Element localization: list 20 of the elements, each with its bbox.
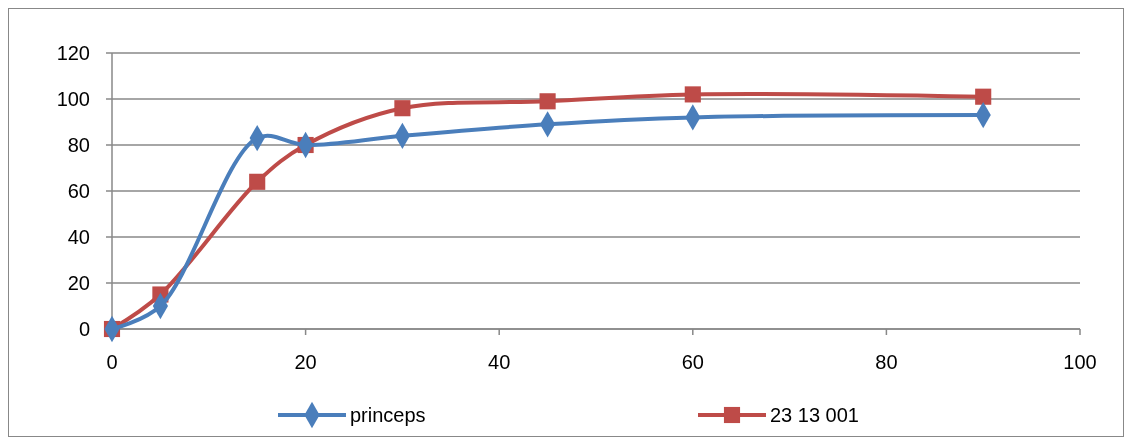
y-tick-label: 80 xyxy=(67,134,90,156)
point xyxy=(249,173,266,190)
legend-label: princeps xyxy=(350,404,426,426)
point xyxy=(394,100,411,117)
y-tick-label: 120 xyxy=(56,42,90,64)
x-tick-label: 100 xyxy=(1063,351,1097,373)
x-tick-label: 80 xyxy=(875,351,898,373)
point xyxy=(975,88,992,105)
y-tick-label: 0 xyxy=(78,318,90,340)
x-tick-label: 0 xyxy=(106,351,118,373)
y-tick-label: 20 xyxy=(67,272,90,294)
point xyxy=(684,86,701,103)
y-tick-label: 40 xyxy=(67,226,90,248)
legend-label: 23 13 001 xyxy=(770,404,859,426)
point xyxy=(539,93,556,110)
y-tick-label: 100 xyxy=(56,88,90,110)
x-tick-label: 60 xyxy=(681,351,704,373)
x-tick-label: 20 xyxy=(294,351,317,373)
y-tick-label: 60 xyxy=(67,180,90,202)
x-tick-label: 40 xyxy=(488,351,511,373)
